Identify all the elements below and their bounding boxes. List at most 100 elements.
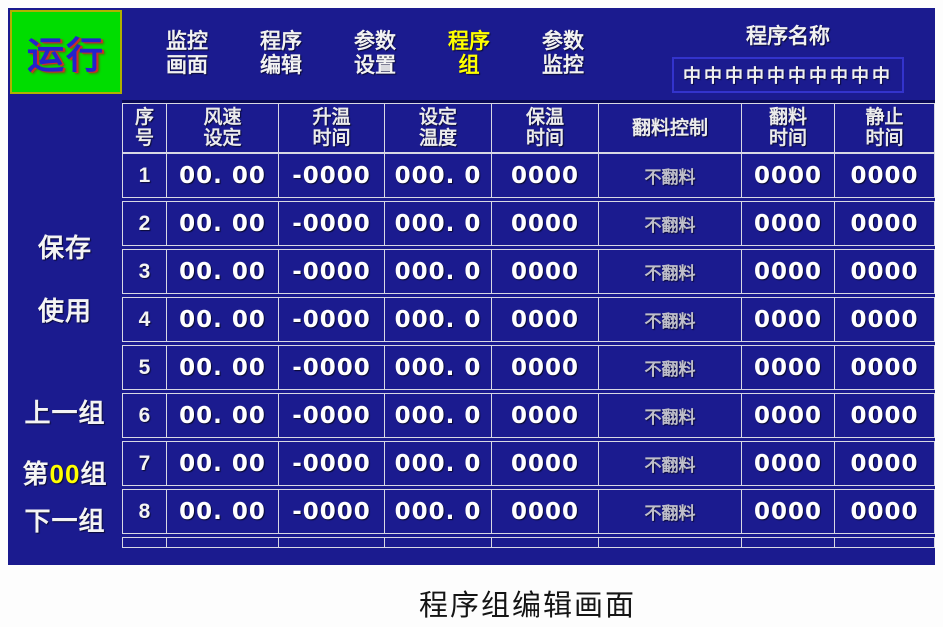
turn-time-cell[interactable]: 0000	[741, 442, 834, 485]
empty-cell	[278, 538, 384, 547]
wind-speed-cell[interactable]: 00. 00	[166, 154, 278, 197]
wind-speed-cell[interactable]: 00. 00	[166, 346, 278, 389]
program-name-field[interactable]: 中中中中中中中中中中	[672, 57, 904, 93]
header-heat-time: 升温 时间	[278, 104, 384, 152]
row-number: 1	[138, 163, 151, 187]
set-temp-cell[interactable]: 000. 0	[384, 250, 491, 293]
menu-item-label: 监控	[542, 54, 584, 77]
hold-time-cell[interactable]: 0000	[491, 490, 598, 533]
menu-item-label: 画面	[166, 54, 208, 77]
heat-time-cell[interactable]: -0000	[278, 250, 384, 293]
empty-cell	[598, 538, 741, 547]
set-temp-cell[interactable]: 000. 0	[384, 442, 491, 485]
menu-item-param-settings[interactable]: 参数 设置	[348, 30, 402, 78]
heat-time-cell[interactable]: -0000	[278, 346, 384, 389]
table-row: 1 00. 00 -0000 000. 0 0000 不翻料 0000 0000	[122, 153, 935, 198]
hold-time-cell[interactable]: 0000	[491, 250, 598, 293]
wind-speed-cell[interactable]: 00. 00	[166, 442, 278, 485]
still-time-cell[interactable]: 0000	[834, 298, 934, 341]
header-hold-time: 保温 时间	[491, 104, 598, 152]
turn-time-cell[interactable]: 0000	[741, 490, 834, 533]
still-time-cell[interactable]: 0000	[834, 394, 934, 437]
menu-item-program-edit[interactable]: 程序 编辑	[254, 30, 308, 78]
use-button[interactable]: 使用	[37, 296, 92, 326]
heat-time-cell[interactable]: -0000	[278, 394, 384, 437]
save-button[interactable]: 保存	[37, 233, 92, 263]
still-time-cell[interactable]: 0000	[834, 442, 934, 485]
turn-control-cell[interactable]: 不翻料	[598, 298, 741, 341]
turn-time-cell[interactable]: 0000	[741, 346, 834, 389]
turn-time-cell[interactable]: 0000	[741, 202, 834, 245]
set-temp-cell[interactable]: 000. 0	[384, 202, 491, 245]
next-group-button[interactable]: 下一组	[24, 506, 106, 536]
wind-speed-cell[interactable]: 00. 00	[166, 394, 278, 437]
row-number: 3	[138, 259, 151, 283]
menu-item-program-group[interactable]: 程序 组	[442, 30, 496, 78]
empty-cell	[384, 538, 491, 547]
turn-control-cell[interactable]: 不翻料	[598, 250, 741, 293]
table-top-divider	[122, 100, 935, 103]
program-table: 序号 风速 设定 升温 时间 设定 温度 保温 时间 翻料控制 翻料 时间	[122, 100, 935, 565]
hold-time-cell[interactable]: 0000	[491, 442, 598, 485]
hold-time-cell[interactable]: 0000	[491, 202, 598, 245]
turn-time-cell[interactable]: 0000	[741, 154, 834, 197]
hold-time-cell[interactable]: 0000	[491, 154, 598, 197]
header-set-temp: 设定 温度	[384, 104, 491, 152]
table-row: 3 00. 00 -0000 000. 0 0000 不翻料 0000 0000	[122, 249, 935, 294]
heat-time-cell[interactable]: -0000	[278, 490, 384, 533]
menu-item-label: 监控	[166, 30, 208, 53]
turn-time-cell[interactable]: 0000	[741, 394, 834, 437]
hold-time-cell[interactable]: 0000	[491, 346, 598, 389]
turn-control-cell[interactable]: 不翻料	[598, 490, 741, 533]
turn-time-cell[interactable]: 0000	[741, 250, 834, 293]
sidebar: 保存 使用 上一组 第00组 下一组	[8, 100, 122, 565]
turn-control-cell[interactable]: 不翻料	[598, 202, 741, 245]
turn-control-cell[interactable]: 不翻料	[598, 394, 741, 437]
group-prefix: 第	[22, 459, 50, 489]
hold-time-cell[interactable]: 0000	[491, 298, 598, 341]
turn-time-cell[interactable]: 0000	[741, 298, 834, 341]
menu-item-label: 参数	[542, 30, 584, 53]
table-body: 1 00. 00 -0000 000. 0 0000 不翻料 0000 0000 2 00. 00…	[122, 153, 935, 548]
top-menu: 监控 画面 程序 编辑 参数 设置 程序 组 参数 监控	[122, 8, 590, 100]
turn-control-cell[interactable]: 不翻料	[598, 346, 741, 389]
set-temp-cell[interactable]: 000. 0	[384, 154, 491, 197]
wind-speed-cell[interactable]: 00. 00	[166, 250, 278, 293]
heat-time-cell[interactable]: -0000	[278, 298, 384, 341]
heat-time-cell[interactable]: -0000	[278, 154, 384, 197]
heat-time-cell[interactable]: -0000	[278, 202, 384, 245]
hold-time-cell[interactable]: 0000	[491, 394, 598, 437]
menu-item-monitor-screen[interactable]: 监控 画面	[160, 30, 214, 78]
run-button[interactable]: 运行	[10, 10, 122, 94]
header-index: 序号	[134, 107, 154, 149]
still-time-cell[interactable]: 0000	[834, 346, 934, 389]
wind-speed-cell[interactable]: 00. 00	[166, 490, 278, 533]
heat-time-cell[interactable]: -0000	[278, 442, 384, 485]
table-header: 序号 风速 设定 升温 时间 设定 温度 保温 时间 翻料控制 翻料 时间	[122, 103, 935, 153]
prev-group-button[interactable]: 上一组	[24, 398, 106, 428]
group-number: 00	[49, 459, 81, 489]
table-row: 6 00. 00 -0000 000. 0 0000 不翻料 0000 0000	[122, 393, 935, 438]
set-temp-cell[interactable]: 000. 0	[384, 394, 491, 437]
set-temp-cell[interactable]: 000. 0	[384, 346, 491, 389]
set-temp-cell[interactable]: 000. 0	[384, 298, 491, 341]
wind-speed-cell[interactable]: 00. 00	[166, 298, 278, 341]
still-time-cell[interactable]: 0000	[834, 202, 934, 245]
row-number: 2	[138, 211, 151, 235]
group-number-display[interactable]: 第00组	[8, 454, 122, 491]
screen-caption: 程序组编辑画面	[418, 590, 636, 622]
empty-cell	[123, 538, 166, 547]
wind-speed-cell[interactable]: 00. 00	[166, 202, 278, 245]
turn-control-cell[interactable]: 不翻料	[598, 442, 741, 485]
turn-control-cell[interactable]: 不翻料	[598, 154, 741, 197]
still-time-cell[interactable]: 0000	[834, 250, 934, 293]
row-number: 5	[138, 355, 151, 379]
set-temp-cell[interactable]: 000. 0	[384, 490, 491, 533]
still-time-cell[interactable]: 0000	[834, 490, 934, 533]
menu-item-label: 程序	[448, 30, 490, 53]
still-time-cell[interactable]: 0000	[834, 154, 934, 197]
group-suffix: 组	[80, 459, 108, 489]
empty-cell	[166, 538, 278, 547]
menu-item-param-monitor[interactable]: 参数 监控	[536, 30, 590, 78]
